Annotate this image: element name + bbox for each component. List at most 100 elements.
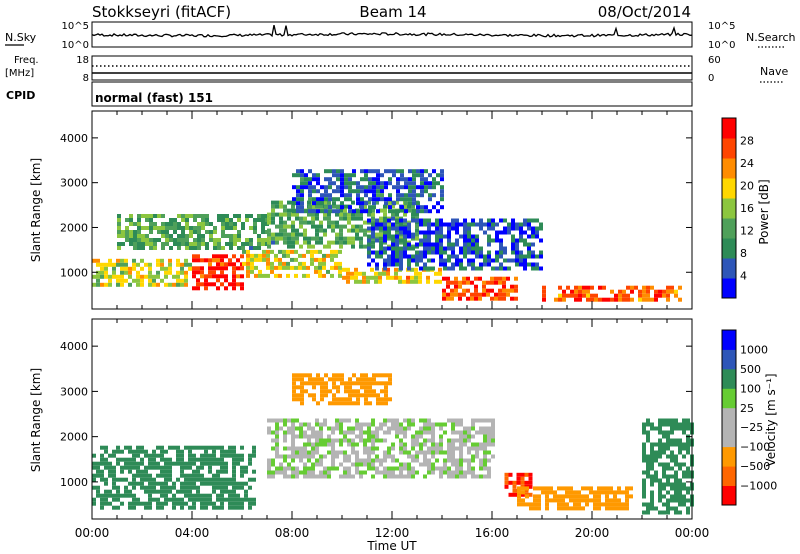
heatmap-cell xyxy=(412,201,416,206)
heatmap-cell xyxy=(148,461,152,466)
heatmap-cell xyxy=(662,442,666,447)
heatmap-cell xyxy=(224,497,228,502)
heatmap-cell xyxy=(423,450,427,455)
heatmap-cell xyxy=(367,438,371,443)
heatmap-cell xyxy=(287,224,291,229)
heatmap-cell xyxy=(573,502,577,507)
heatmap-cell xyxy=(650,474,654,479)
heatmap-cell xyxy=(240,282,244,287)
heatmap-cell xyxy=(390,275,394,280)
heatmap-cell xyxy=(682,470,686,475)
heatmap-cell xyxy=(650,422,654,427)
heatmap-cell xyxy=(658,510,662,515)
heatmap-cell xyxy=(379,438,383,443)
heatmap-cell xyxy=(275,200,279,205)
heatmap-cell xyxy=(650,490,654,495)
heatmap-cell xyxy=(156,453,160,458)
heatmap-cell xyxy=(348,381,352,386)
heatmap-cell xyxy=(100,501,104,506)
heatmap-cell xyxy=(528,480,533,485)
heatmap-cell xyxy=(419,426,423,431)
heatmap-cell xyxy=(515,246,519,251)
colorbar-tick-label: 4 xyxy=(740,270,747,283)
colorbar-tick-label: 8 xyxy=(740,247,747,260)
heatmap-cell xyxy=(124,485,128,490)
heatmap-cell xyxy=(666,446,670,451)
heatmap-cell xyxy=(271,204,275,209)
heatmap-cell xyxy=(404,197,408,202)
heatmap-cell xyxy=(315,434,319,439)
heatmap-cell xyxy=(152,457,156,462)
heatmap-cell xyxy=(156,270,160,275)
heatmap-cell xyxy=(204,282,208,287)
heatmap-cell xyxy=(558,297,562,302)
heatmap-cell xyxy=(242,249,246,254)
heatmap-cell xyxy=(376,373,380,378)
heatmap-cell xyxy=(351,450,355,455)
heatmap-cell xyxy=(638,289,642,294)
heatmap-cell xyxy=(646,506,650,511)
heatmap-cell xyxy=(463,426,467,431)
heatmap-cell xyxy=(463,250,467,255)
heatmap-cell xyxy=(188,262,192,267)
noise-trace xyxy=(91,24,693,38)
heatmap-cell xyxy=(654,293,658,298)
heatmap-cell xyxy=(212,445,216,450)
heatmap-cell xyxy=(331,438,335,443)
heatmap-cell xyxy=(395,422,399,427)
heatmap-cell xyxy=(471,234,475,239)
heatmap-cell xyxy=(165,238,169,242)
heatmap-cell xyxy=(165,234,169,238)
heatmap-cell xyxy=(625,494,629,499)
freq-right-tick-top: 60 xyxy=(708,55,721,66)
heatmap-cell xyxy=(491,438,495,443)
heatmap-cell xyxy=(129,242,133,246)
heatmap-cell xyxy=(662,466,666,471)
heatmap-cell xyxy=(491,422,495,427)
heatmap-cell xyxy=(299,446,303,451)
heatmap-cell xyxy=(423,254,427,259)
heatmap-cell xyxy=(120,465,124,470)
heatmap-cell xyxy=(654,450,658,455)
heatmap-cell xyxy=(315,240,319,245)
heatmap-cell xyxy=(124,270,128,275)
heatmap-cell xyxy=(306,265,310,270)
heatmap-cell xyxy=(124,262,128,267)
heatmap-cell xyxy=(565,494,569,499)
heatmap-cell xyxy=(120,501,124,506)
heatmap-cell xyxy=(387,220,391,225)
heatmap-cell xyxy=(250,269,254,274)
heatmap-cell xyxy=(172,493,176,498)
heatmap-cell xyxy=(383,218,387,223)
heatmap-cell xyxy=(395,434,399,439)
heatmap-cell xyxy=(356,209,360,214)
y-tick-label: 4000 xyxy=(60,132,88,145)
heatmap-cell xyxy=(257,242,261,246)
heatmap-cell xyxy=(447,226,451,231)
heatmap-cell xyxy=(359,438,363,443)
heatmap-cell xyxy=(420,205,424,210)
heatmap-cell xyxy=(364,397,368,402)
heatmap-cell xyxy=(185,234,189,238)
heatmap-cell xyxy=(515,250,519,255)
heatmap-cell xyxy=(286,249,290,254)
heatmap-cell xyxy=(439,238,443,243)
heatmap-cell xyxy=(124,465,128,470)
heatmap-cell xyxy=(613,490,617,495)
heatmap-cell xyxy=(355,422,359,427)
heatmap-cell xyxy=(455,418,459,423)
heatmap-cell xyxy=(228,489,232,494)
heatmap-cell xyxy=(646,289,650,294)
heatmap-cell xyxy=(140,501,144,506)
heatmap-cell xyxy=(212,489,216,494)
heatmap-cell xyxy=(450,288,454,293)
heatmap-cell xyxy=(443,422,447,427)
heatmap-cell xyxy=(359,244,363,249)
heatmap-cell xyxy=(193,242,197,246)
heatmap-cell xyxy=(160,493,164,498)
heatmap-cell xyxy=(512,492,517,497)
heatmap-cell xyxy=(354,275,358,280)
heatmap-cell xyxy=(388,373,392,378)
heatmap-cell xyxy=(168,489,172,494)
heatmap-cell xyxy=(516,476,521,481)
